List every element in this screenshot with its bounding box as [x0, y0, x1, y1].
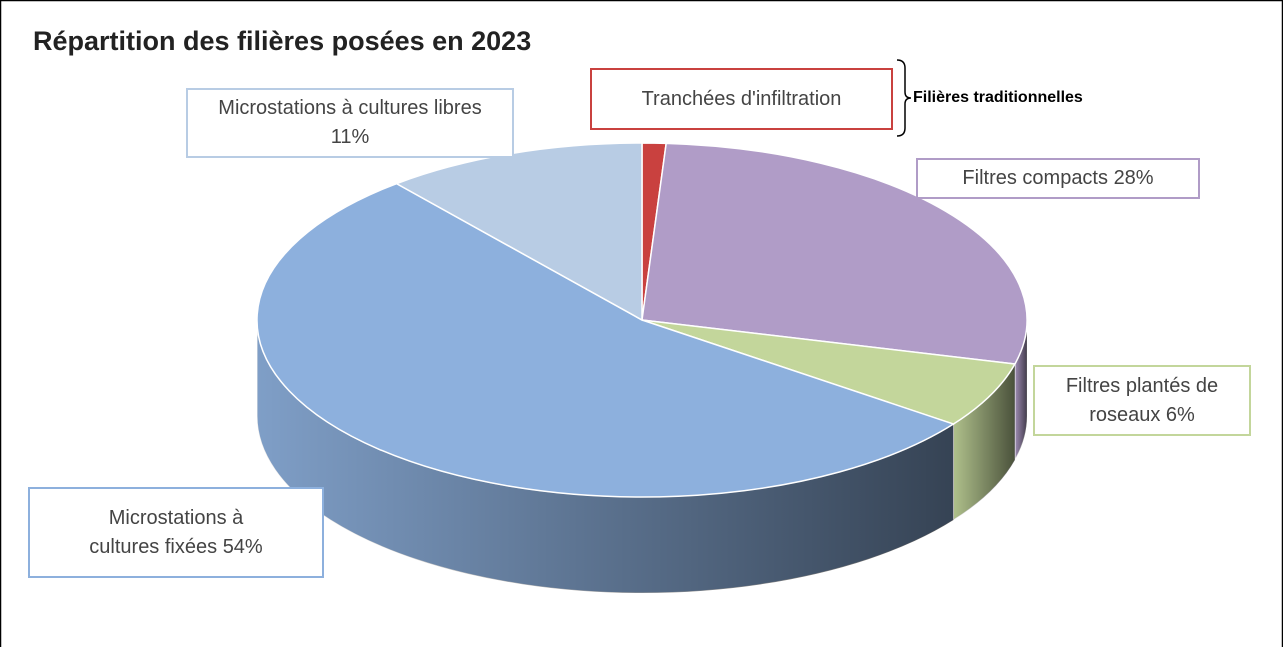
annotation: Filières traditionnelles	[913, 89, 1083, 106]
data-label: Microstations à cultures fixées 54%	[28, 487, 324, 578]
data-label: Filtres plantés de roseaux 6%	[1033, 365, 1251, 436]
slice	[641, 142, 1028, 365]
value-label: 6%	[1165, 403, 1195, 426]
chart-title: Répartition des filières posées en 2023	[33, 26, 532, 56]
slice	[641, 319, 1017, 425]
brace	[896, 59, 912, 137]
value-label: 28%	[1113, 167, 1154, 189]
label-category: Microstations à cultures libres	[218, 97, 482, 119]
slice	[256, 182, 956, 498]
data-label: Tranchées d'infiltration	[590, 68, 893, 130]
side-shade	[257, 320, 954, 593]
data-label: Microstations à cultures libres 11%	[186, 88, 514, 158]
label-category: Microstations à cultures fixées	[89, 506, 244, 558]
label-category: Filtres plantés de roseaux	[1065, 374, 1219, 426]
label-category: Tranchées d'infiltration	[641, 87, 842, 110]
value-label: 54%	[222, 535, 263, 558]
side-shade	[1014, 320, 1027, 461]
data-label: Filtres compacts 28%	[916, 158, 1200, 199]
pie	[256, 142, 1028, 594]
side-shade	[953, 364, 1015, 521]
label-category: Filtres compacts	[962, 167, 1108, 189]
value-label: 11%	[330, 126, 370, 148]
